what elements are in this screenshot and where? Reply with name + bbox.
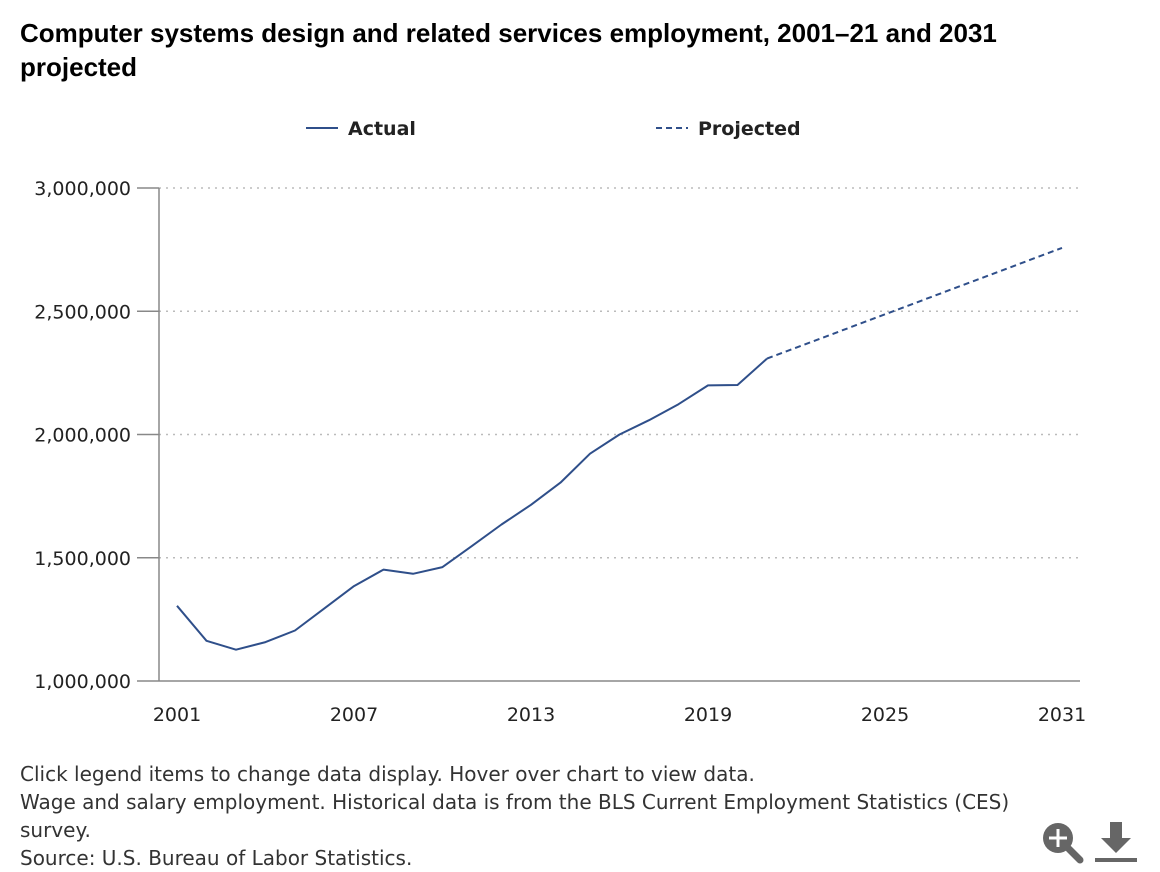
y-tick-label: 2,000,000 xyxy=(34,425,131,447)
legend-label-actual: Actual xyxy=(348,118,416,140)
chart-svg[interactable]: Actual Projected 1,000,000 1,500,000 2,000… xyxy=(0,0,1160,750)
x-axis-ticks: 2001 2007 2013 2019 2025 2031 xyxy=(153,704,1086,726)
note-instructions: Click legend items to change data displa… xyxy=(20,762,755,786)
y-tick-label: 2,500,000 xyxy=(34,301,131,323)
zoom-icon[interactable] xyxy=(1040,820,1084,864)
legend: Actual Projected xyxy=(306,118,801,140)
y-tick-label: 1,500,000 xyxy=(34,548,131,570)
x-tick-label: 2031 xyxy=(1038,704,1086,726)
gridlines xyxy=(159,187,1080,559)
x-tick-label: 2019 xyxy=(684,704,732,726)
y-axis-ticks: 1,000,000 1,500,000 2,000,000 2,500,000 3,00… xyxy=(34,178,159,693)
y-tick-label: 1,000,000 xyxy=(34,671,131,693)
x-tick-label: 2007 xyxy=(330,704,378,726)
note-description: Wage and salary employment. Historical d… xyxy=(20,790,1010,842)
x-tick-label: 2013 xyxy=(507,704,555,726)
download-icon[interactable] xyxy=(1092,820,1140,864)
chart-title: Computer systems design and related serv… xyxy=(20,18,997,82)
x-tick-label: 2025 xyxy=(861,704,909,726)
series-lines xyxy=(176,246,1063,651)
legend-label-projected: Projected xyxy=(698,118,801,140)
x-tick-label: 2001 xyxy=(153,704,201,726)
series-line-actual[interactable] xyxy=(176,357,768,651)
series-line-projected[interactable] xyxy=(766,246,1063,360)
legend-item-actual[interactable]: Actual xyxy=(306,118,416,140)
chart-notes: Click legend items to change data displa… xyxy=(20,760,1020,872)
note-source: Source: U.S. Bureau of Labor Statistics. xyxy=(20,846,413,870)
legend-item-projected[interactable]: Projected xyxy=(656,118,801,140)
y-tick-label: 3,000,000 xyxy=(34,178,131,200)
